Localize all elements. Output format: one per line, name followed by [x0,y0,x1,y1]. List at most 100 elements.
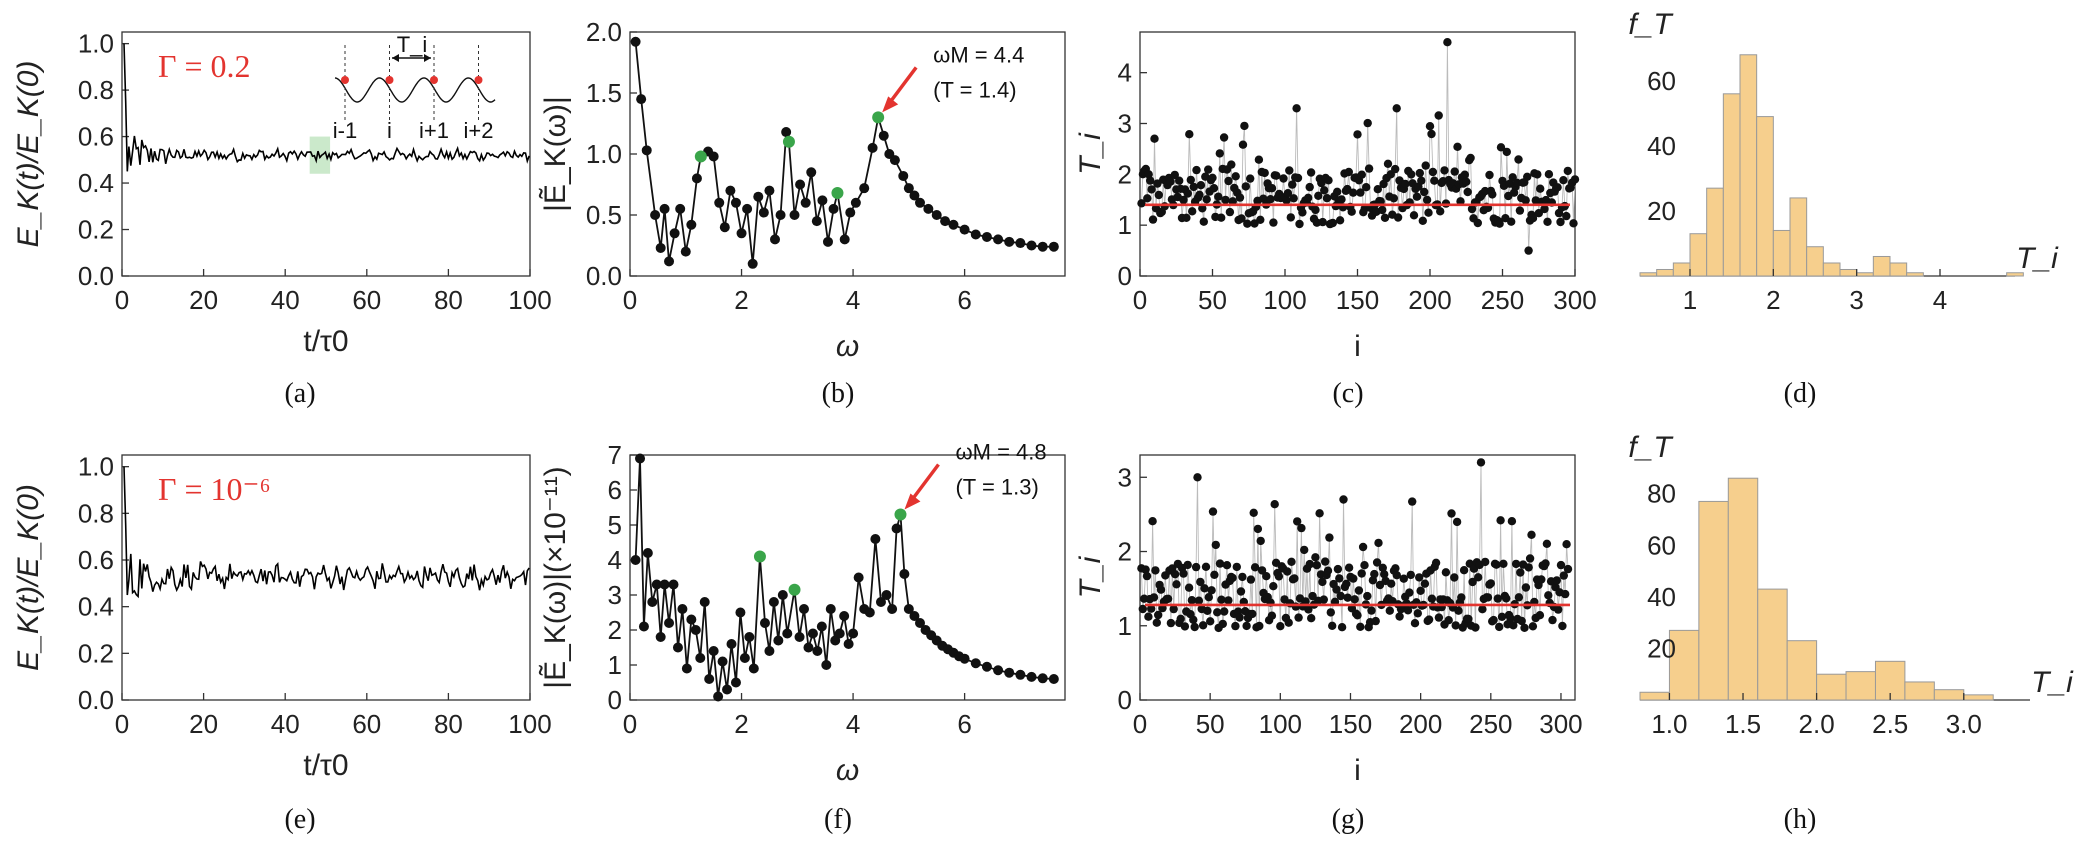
period-point [1467,204,1477,214]
period-point [1191,562,1201,572]
panel-caption: (c) [1332,378,1363,409]
x-tick-label: 80 [434,285,463,315]
hist-bar [1727,477,1759,701]
y-axis-label: |Ẽ_K(ω)|(×10⁻¹¹) [538,466,572,688]
period-point [1301,597,1310,606]
spectrum-point [970,229,981,240]
period-point [1270,500,1279,509]
hist-bar [1874,660,1906,701]
y-tick-label: 2 [1118,159,1132,189]
hist-bar [1872,255,1891,277]
spectrum-point [839,611,850,621]
period-point [1541,559,1550,568]
period-point [1403,606,1413,615]
spectrum-point [848,628,859,639]
period-point [1543,217,1552,226]
period-point [1206,617,1215,626]
period-point [1489,615,1498,625]
period-point [1179,195,1188,205]
period-point [1506,614,1515,623]
period-point [1189,615,1198,624]
x-tick-label: 0 [623,709,637,739]
x-tick-label: 4 [846,709,860,739]
period-point [1283,189,1293,198]
period-point [1553,183,1562,192]
spectrum-point [806,167,817,178]
period-point [1305,559,1315,569]
period-point [1444,616,1453,625]
spectrum-point [748,663,759,674]
highlight-point [782,135,795,148]
period-point [1540,204,1549,214]
spectrum-point [655,632,666,642]
energy-line [123,466,530,599]
period-point [1552,576,1562,585]
hist-bar [1706,187,1724,277]
spectrum-point [704,674,715,684]
spectrum-point [719,222,730,233]
period-point [1169,604,1178,614]
spectrum-point [725,185,736,196]
spectrum-point [659,203,670,214]
y-tick-label: 0.6 [78,545,114,575]
period-point [1248,609,1257,619]
period-point [1563,166,1573,176]
x-tick-label: 300 [1539,709,1582,739]
period-point [1250,563,1260,572]
period-point [1202,195,1211,204]
period-point [1290,574,1299,583]
period-point [1326,608,1336,617]
period-point [1236,587,1246,596]
spectrum-point [690,625,701,635]
hist-bar [1806,246,1824,277]
period-point [1427,594,1437,603]
period-point [1292,104,1301,113]
period-point [1285,166,1294,175]
spectrum-point [817,195,828,206]
period-point [1170,570,1180,579]
period-point [1373,185,1383,194]
spectrum-point [722,684,733,695]
x-tick-label: 2 [734,285,748,315]
y-tick-label: 0 [1118,685,1132,715]
omega-max-label: ωM = 4.4 [933,42,1024,67]
period-point [1464,614,1473,624]
x-tick-label: 3.0 [1946,709,1982,739]
period-point [1182,213,1191,222]
spectrum-point [878,130,889,141]
panel-g-frame [1139,454,1576,701]
period-point [1395,612,1404,621]
period-point [1237,214,1246,223]
period-point [1349,188,1358,197]
x-tick-label: 60 [352,709,381,739]
period-point [1172,580,1181,589]
period-point [1401,179,1410,189]
hist-bar [1672,262,1691,277]
period-point [1391,164,1400,174]
x-tick-label: 80 [434,709,463,739]
period-point [1514,593,1524,602]
period-point [1363,591,1372,601]
x-tick-label: 100 [1259,709,1302,739]
highlight-point [788,583,801,596]
period-point [1318,577,1327,587]
period-point [1421,161,1430,170]
period-point [1328,218,1338,228]
period-point [1204,165,1213,174]
period-point [1450,573,1459,582]
period-point [1430,176,1439,185]
period-point [1322,194,1332,203]
period-point [1528,214,1538,223]
x-tick-label: 40 [271,709,300,739]
period-point [1283,567,1292,576]
period-point [1363,118,1372,128]
spectrum-point [993,234,1004,245]
period-point [1187,596,1197,605]
panel-caption: (b) [822,378,855,409]
period-point [1333,187,1342,196]
period-point [1311,205,1320,215]
period-point [1256,536,1265,546]
x-tick-label: 100 [508,285,551,315]
period-point [1198,621,1208,630]
period-point [1523,172,1532,181]
